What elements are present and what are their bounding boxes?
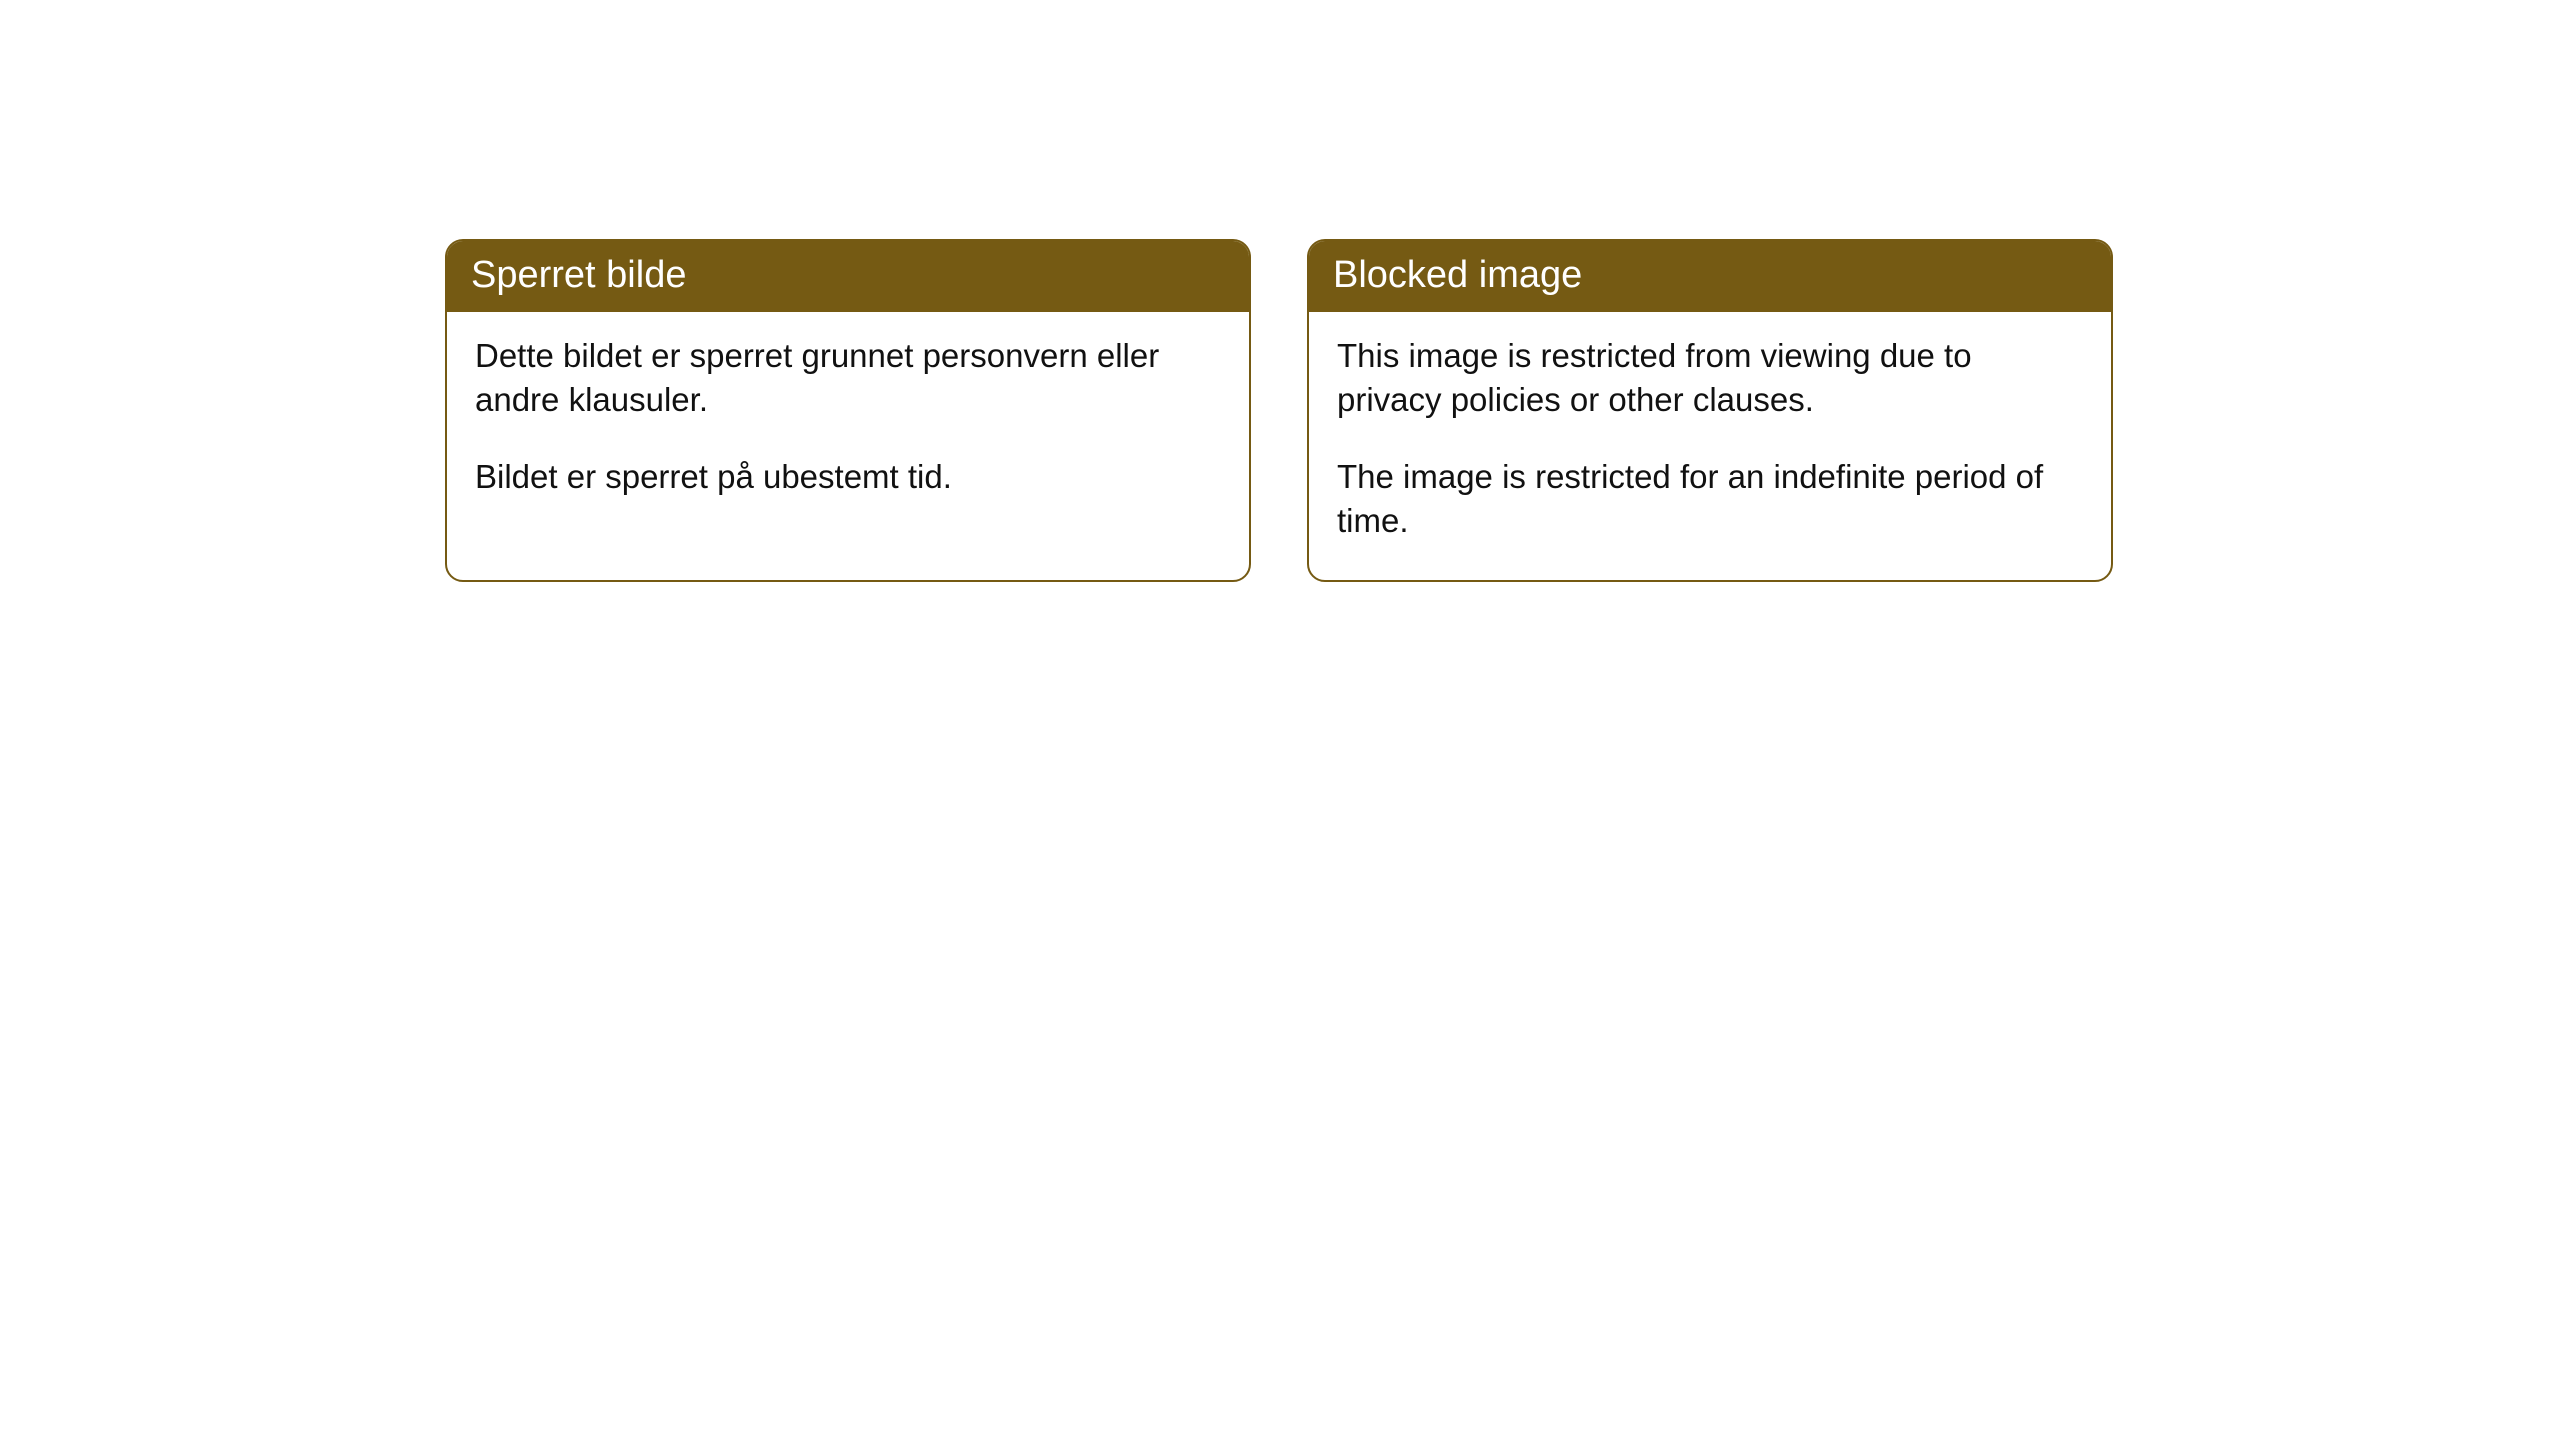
card-body-no: Dette bildet er sperret grunnet personve… <box>447 312 1249 536</box>
blocked-image-card-en: Blocked image This image is restricted f… <box>1307 239 2113 582</box>
card-header-no: Sperret bilde <box>447 241 1249 312</box>
blocked-image-card-no: Sperret bilde Dette bildet er sperret gr… <box>445 239 1251 582</box>
card-text-en-2: The image is restricted for an indefinit… <box>1337 455 2083 544</box>
card-header-en: Blocked image <box>1309 241 2111 312</box>
card-text-no-2: Bildet er sperret på ubestemt tid. <box>475 455 1221 500</box>
card-body-en: This image is restricted from viewing du… <box>1309 312 2111 580</box>
card-text-en-1: This image is restricted from viewing du… <box>1337 334 2083 423</box>
card-text-no-1: Dette bildet er sperret grunnet personve… <box>475 334 1221 423</box>
notice-cards-container: Sperret bilde Dette bildet er sperret gr… <box>445 239 2113 582</box>
